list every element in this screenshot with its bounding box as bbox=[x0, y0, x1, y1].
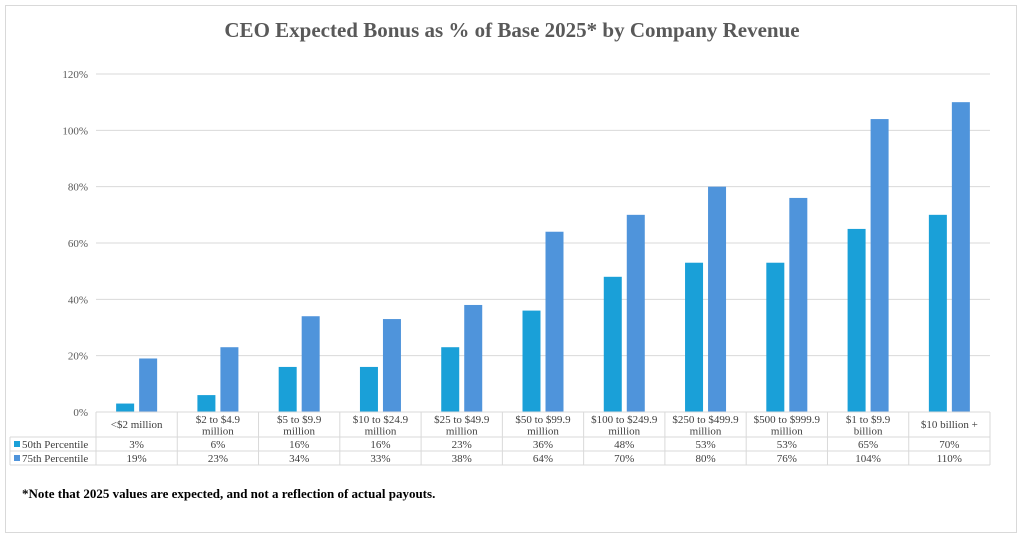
data-label-p50-2: 16% bbox=[289, 439, 309, 451]
data-label-p50-1: 6% bbox=[211, 439, 226, 451]
data-label-p75-3: 33% bbox=[370, 453, 390, 465]
bar-p75-8 bbox=[789, 197, 808, 412]
data-label-p75-7: 80% bbox=[695, 453, 715, 465]
data-label-p75-9: 104% bbox=[855, 453, 881, 465]
y-tick-label: 0% bbox=[73, 407, 88, 419]
data-label-p75-4: 38% bbox=[452, 453, 472, 465]
data-label-p75-1: 23% bbox=[208, 453, 228, 465]
x-tick-label: $10 to $24.9 million bbox=[353, 414, 409, 438]
bar-p75-2 bbox=[301, 316, 320, 412]
data-label-p75-2: 34% bbox=[289, 453, 309, 465]
y-tick-label: 60% bbox=[68, 238, 88, 250]
data-label-p50-4: 23% bbox=[452, 439, 472, 451]
y-tick-label: 20% bbox=[68, 351, 88, 363]
bar-p50-4 bbox=[441, 347, 460, 412]
bar-p75-9 bbox=[870, 119, 889, 413]
bar-p50-5 bbox=[522, 310, 541, 412]
bar-p75-3 bbox=[382, 319, 401, 412]
bar-p75-6 bbox=[626, 214, 645, 412]
x-tick-label: <$2 million bbox=[111, 419, 163, 431]
bar-p50-8 bbox=[766, 262, 785, 412]
x-tick-label: $2 to $4.9 million bbox=[196, 414, 241, 438]
bar-p50-9 bbox=[847, 228, 866, 412]
x-tick-label: $250 to $499.9 million bbox=[672, 414, 739, 438]
legend-key-p50 bbox=[14, 441, 20, 447]
data-label-p75-5: 64% bbox=[533, 453, 553, 465]
data-label-p50-10: 70% bbox=[939, 439, 959, 451]
legend-label-p75: 75th Percentile bbox=[22, 453, 88, 465]
bar-p75-5 bbox=[545, 231, 564, 412]
data-label-p75-0: 19% bbox=[127, 453, 147, 465]
bar-p50-6 bbox=[603, 276, 622, 412]
data-label-p50-6: 48% bbox=[614, 439, 634, 451]
footnote: *Note that 2025 values are expected, and… bbox=[22, 486, 436, 501]
data-label-p75-10: 110% bbox=[937, 453, 962, 465]
x-tick-label: $50 to $99.9 million bbox=[515, 414, 571, 438]
y-tick-label: 120% bbox=[62, 69, 88, 81]
data-label-p75-6: 70% bbox=[614, 453, 634, 465]
data-label-p50-3: 16% bbox=[370, 439, 390, 451]
bar-p75-10 bbox=[951, 102, 970, 413]
y-tick-label: 40% bbox=[68, 294, 88, 306]
data-label-p50-8: 53% bbox=[777, 439, 797, 451]
bar-p50-1 bbox=[197, 395, 216, 412]
data-label-p50-5: 36% bbox=[533, 439, 553, 451]
bar-p50-10 bbox=[928, 214, 947, 412]
x-tick-label: $1 to $9.9 billion bbox=[846, 414, 891, 438]
x-tick-label: $5 to $9.9 million bbox=[277, 414, 322, 438]
y-tick-label: 80% bbox=[68, 182, 88, 194]
data-label-p50-9: 65% bbox=[858, 439, 878, 451]
x-tick-label: $500 to $999.9 million bbox=[754, 414, 821, 438]
x-tick-label: $10 billion + bbox=[921, 419, 978, 431]
bar-p50-3 bbox=[359, 366, 378, 412]
bar-p50-0 bbox=[116, 403, 135, 412]
y-tick-label: 100% bbox=[62, 125, 88, 137]
legend-label-p50: 50th Percentile bbox=[22, 439, 88, 451]
bar-p75-4 bbox=[464, 304, 483, 412]
x-tick-label: $25 to $49.9 million bbox=[434, 414, 490, 438]
bar-p50-7 bbox=[685, 262, 704, 412]
legend-key-p75 bbox=[14, 455, 20, 461]
data-label-p75-8: 76% bbox=[777, 453, 797, 465]
data-label-p50-0: 3% bbox=[129, 439, 144, 451]
data-label-p50-7: 53% bbox=[695, 439, 715, 451]
bar-p75-1 bbox=[220, 347, 239, 412]
bar-p75-7 bbox=[708, 186, 727, 412]
chart-title: CEO Expected Bonus as % of Base 2025* by… bbox=[224, 18, 800, 42]
x-tick-label: $100 to $249.9 million bbox=[591, 414, 658, 438]
bar-p75-0 bbox=[139, 358, 158, 412]
bar-p50-2 bbox=[278, 366, 297, 412]
